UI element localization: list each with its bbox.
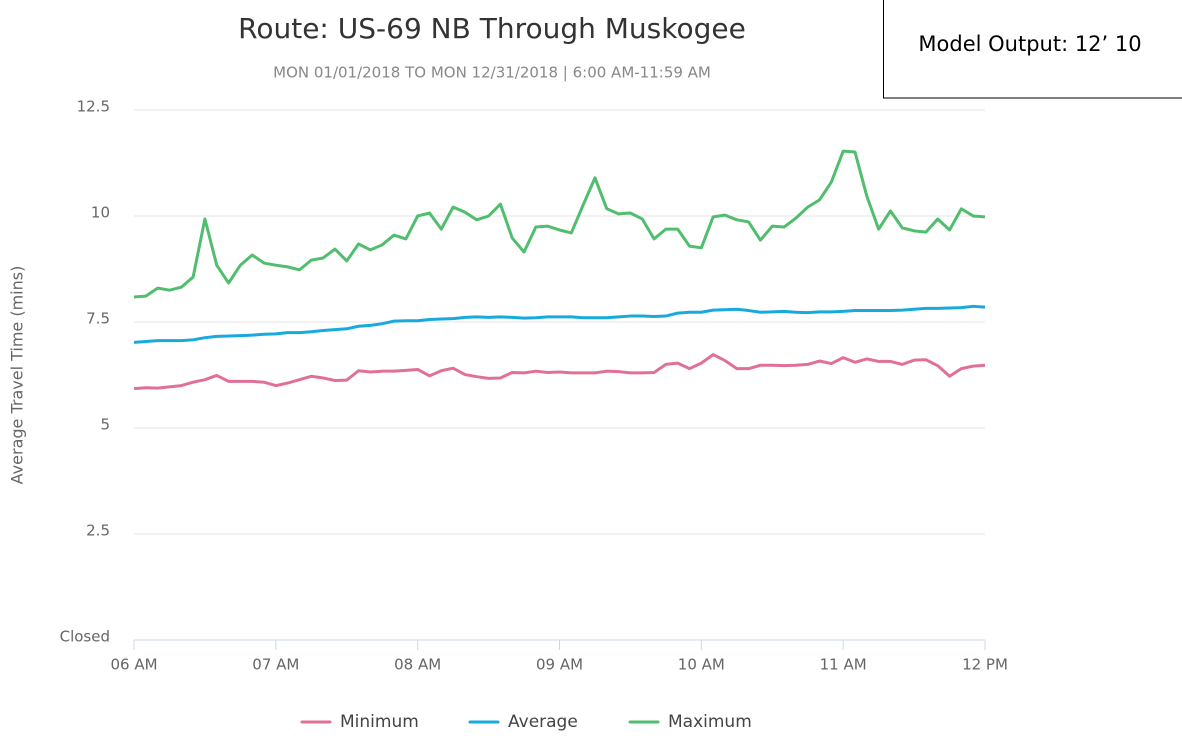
series-line	[133, 353, 986, 391]
legend-label: Average	[508, 712, 578, 732]
x-tick-label: 09 AM	[536, 656, 583, 674]
chart-title: Route: US-69 NB Through Muskogee	[238, 12, 746, 45]
x-tick-label: 10 AM	[678, 656, 725, 674]
legend-label: Maximum	[668, 712, 752, 732]
x-tick-label: 06 AM	[110, 656, 157, 674]
series-line	[133, 149, 986, 299]
y-axis-label: Average Travel Time (mins)	[8, 266, 27, 485]
y-tick-label: 5	[100, 416, 110, 434]
y-tick-label: Closed	[60, 628, 110, 646]
y-tick-label: 2.5	[86, 522, 110, 540]
y-tick-label: 7.5	[86, 310, 110, 328]
x-tick-label: 11 AM	[820, 656, 867, 674]
series-line	[133, 304, 986, 344]
annotation-box	[883, 0, 1182, 99]
y-tick-label: 10	[91, 204, 110, 222]
x-tick-label: 12 PM	[962, 656, 1008, 674]
x-tick-label: 08 AM	[394, 656, 441, 674]
annotation: Model Output: 12’ 10	[918, 32, 1141, 56]
legend-label: Minimum	[340, 712, 419, 732]
x-tick-label: 07 AM	[252, 656, 299, 674]
chart-subtitle: MON 01/01/2018 TO MON 12/31/2018 | 6:00 …	[273, 64, 711, 82]
y-tick-label: 12.5	[77, 98, 110, 116]
